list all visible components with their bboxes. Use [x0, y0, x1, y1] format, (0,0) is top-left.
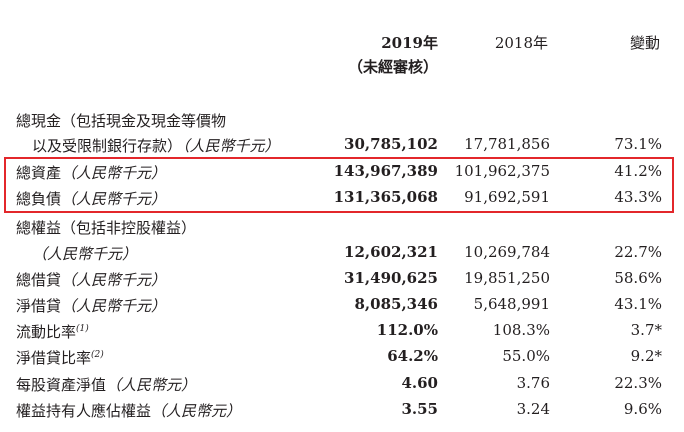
- value-2019: 3.55: [401, 400, 438, 418]
- value-2018: 17,781,856: [464, 135, 550, 153]
- table-row-total-liabilities: 總負債（人民幣千元） 131,365,068 91,692,591 43.3%: [0, 186, 684, 210]
- table-row-total-cash-line1: 總現金（包括現金及現金等價物: [0, 108, 684, 132]
- value-2018: 108.3%: [492, 321, 550, 339]
- table-row-total-cash: 以及受限制銀行存款）（人民幣千元） 30,785,102 17,781,856 …: [0, 133, 684, 157]
- table-row-net-gearing-ratio: 淨借貸比率(2) 64.2% 55.0% 9.2*: [0, 345, 684, 369]
- value-2019: 8,085,346: [354, 295, 438, 313]
- value-change: 43.3%: [614, 188, 662, 206]
- table-row-nav-per-share: 每股資產淨值（人民幣元） 4.60 3.76 22.3%: [0, 372, 684, 396]
- value-change: 73.1%: [614, 135, 662, 153]
- table-row-total-equity-line1: 總權益（包括非控股權益）: [0, 215, 684, 239]
- row-label: 總資產（人民幣千元）: [16, 164, 167, 182]
- row-label: 流動比率(1): [16, 323, 89, 341]
- header-change: 變動: [629, 34, 660, 52]
- row-label: 總負債（人民幣千元）: [16, 190, 167, 208]
- row-label: 淨借貸比率(2): [16, 349, 104, 367]
- row-label: 淨借貸（人民幣千元）: [16, 297, 167, 315]
- value-change: 9.2*: [630, 347, 662, 365]
- table-row-total-assets: 總資產（人民幣千元） 143,967,389 101,962,375 41.2%: [0, 160, 684, 184]
- value-2018: 3.76: [516, 374, 550, 392]
- value-2019: 64.2%: [387, 347, 438, 365]
- value-2019: 143,967,389: [333, 162, 438, 180]
- value-2018: 19,851,250: [464, 269, 550, 287]
- table-row-current-ratio: 流動比率(1) 112.0% 108.3% 3.7*: [0, 319, 684, 343]
- row-label: 權益持有人應佔權益（人民幣元）: [16, 402, 242, 420]
- value-change: 43.1%: [614, 295, 662, 313]
- value-change: 22.7%: [614, 243, 662, 261]
- value-2018: 101,962,375: [454, 162, 550, 180]
- table-row-total-borrowings: 總借貸（人民幣千元） 31,490,625 19,851,250 58.6%: [0, 267, 684, 291]
- row-label: 總權益（包括非控股權益）: [16, 219, 197, 237]
- highlight-box: [4, 157, 674, 213]
- table-row-net-borrowings: 淨借貸（人民幣千元） 8,085,346 5,648,991 43.1%: [0, 293, 684, 317]
- value-2018: 5,648,991: [473, 295, 550, 313]
- row-unit: （人民幣千元）: [32, 245, 138, 263]
- row-label: 總借貸（人民幣千元）: [16, 271, 167, 289]
- value-change: 9.6%: [623, 400, 662, 418]
- value-change: 58.6%: [614, 269, 662, 287]
- value-2019: 131,365,068: [333, 188, 438, 206]
- value-2019: 31,490,625: [344, 269, 438, 287]
- row-label: 每股資產淨值（人民幣元）: [16, 376, 197, 394]
- value-2019: 112.0%: [376, 321, 438, 339]
- footnote-marker: (2): [91, 350, 104, 360]
- value-2018: 3.24: [516, 400, 550, 418]
- value-change: 41.2%: [614, 162, 662, 180]
- value-2018: 91,692,591: [464, 188, 550, 206]
- value-2019: 12,602,321: [344, 243, 438, 261]
- footnote-marker: (1): [76, 324, 89, 334]
- value-2019: 4.60: [401, 374, 438, 392]
- value-2019: 30,785,102: [344, 135, 438, 153]
- header-2018: 2018年: [494, 34, 548, 52]
- row-label: 以及受限制銀行存款）（人民幣千元）: [32, 137, 280, 155]
- value-change: 3.7*: [630, 321, 662, 339]
- row-label: 總現金（包括現金及現金等價物: [16, 112, 227, 130]
- value-change: 22.3%: [614, 374, 662, 392]
- table-row-total-equity: （人民幣千元） 12,602,321 10,269,784 22.7%: [0, 241, 684, 265]
- table-row-equity-attributable: 權益持有人應佔權益（人民幣元） 3.55 3.24 9.6%: [0, 398, 684, 422]
- value-2018: 10,269,784: [464, 243, 550, 261]
- value-2018: 55.0%: [502, 347, 550, 365]
- header-2019-unaudited: （未經審核）: [347, 58, 438, 76]
- header-2019: 2019年: [381, 34, 438, 52]
